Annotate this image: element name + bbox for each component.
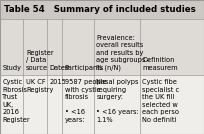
Text: Cystic
Fibrosis
Trust
UK,
2016
Register: Cystic Fibrosis Trust UK, 2016 Register — [2, 79, 30, 123]
Bar — [0, 0, 204, 19]
Text: Dates: Dates — [49, 65, 69, 71]
Text: Participants: Participants — [65, 65, 104, 71]
Text: Study: Study — [2, 65, 21, 71]
Text: Nasal polyps
requiring
surgery:

• <16 years:
1.1%: Nasal polyps requiring surgery: • <16 ye… — [96, 79, 139, 123]
Text: Prevalence:
overall results
and results by
age subgroups -
% (n/N): Prevalence: overall results and results … — [96, 35, 150, 71]
Bar — [0, 19, 204, 75]
Text: Definition
measurem: Definition measurem — [142, 57, 178, 71]
Bar — [0, 75, 204, 134]
Text: Register
/ Data
source: Register / Data source — [26, 50, 53, 71]
Text: Table 54   Summary of included studies: Table 54 Summary of included studies — [4, 5, 195, 14]
Text: 9587 people
with cystic
fibrosis

• <16
years:: 9587 people with cystic fibrosis • <16 y… — [65, 79, 106, 123]
Text: 2015: 2015 — [49, 79, 66, 85]
Text: UK CF
Registry: UK CF Registry — [26, 79, 53, 93]
Text: Cystic fibe
specialist c
the UK fill
selected w
each perso
No definiti: Cystic fibe specialist c the UK fill sel… — [142, 79, 179, 123]
